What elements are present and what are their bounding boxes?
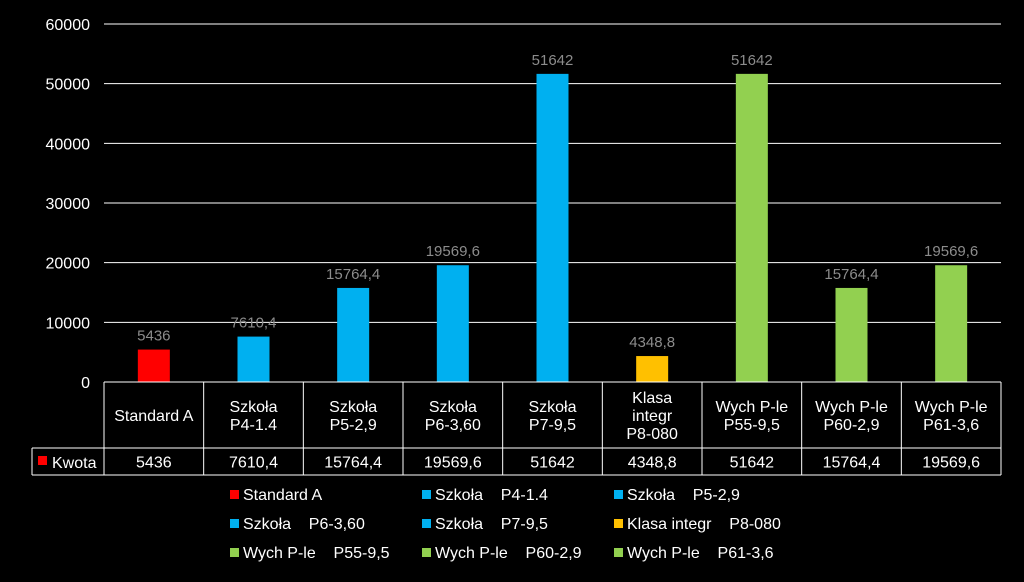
data-label: 51642 [731,52,773,69]
category-label: P4-1.4 [230,417,277,434]
table-value: 51642 [530,455,575,472]
category-label: Wych P-le [815,399,888,416]
data-label: 19569,6 [924,243,978,260]
category-label: P6-3,60 [425,417,481,434]
table-value: 15764,4 [823,455,881,472]
bar [636,356,669,382]
legend-label: Szkoła P4-1.4 [435,487,548,504]
legend-key [230,519,239,528]
bar [735,73,768,383]
legend-key [614,490,623,499]
bars [137,73,968,383]
y-tick-label: 10000 [46,315,91,332]
table-value: 51642 [730,455,775,472]
category-label: Klasa [632,390,672,407]
legend-label: Wych P-le P61-3,6 [627,545,774,562]
category-label: Wych P-le [915,399,988,416]
category-label: Szkoła [528,399,576,416]
bar [835,287,868,382]
bar [237,336,270,382]
data-label: 5436 [137,328,170,345]
category-label: Szkoła [429,399,477,416]
data-label: 15764,4 [824,266,878,283]
legend: Standard A Szkoła P4-1.4 Szkoła P5-2,9 Szko… [230,487,781,562]
category-label: P60-2,9 [823,417,879,434]
category-label: P5-2,9 [330,417,377,434]
data-label: 15764,4 [326,266,380,283]
y-tick-label: 40000 [46,136,91,153]
bar [935,265,968,382]
category-label: Szkoła [329,399,377,416]
table-series-key [38,456,47,465]
table-value: 7610,4 [229,455,278,472]
legend-label: Standard A [243,487,323,504]
category-label: Wych P-le [715,399,788,416]
legend-label: Szkoła P6-3,60 [243,516,365,533]
bar [137,349,170,382]
table-value: 5436 [136,455,172,472]
category-label: Szkoła [229,399,277,416]
table-series-label: Kwota [52,455,97,472]
data-label: 51642 [532,52,574,69]
category-label: Standard A [114,408,194,425]
legend-key [422,548,431,557]
table-value: 15764,4 [324,455,382,472]
bar [337,287,370,382]
y-tick-label: 60000 [46,17,91,34]
category-label: P8-080 [626,426,678,443]
y-tick-label: 50000 [46,77,91,94]
legend-label: Szkoła P7-9,5 [435,516,548,533]
bar [436,265,469,382]
y-tick-label: 30000 [46,196,91,213]
legend-label: Wych P-le P55-9,5 [243,545,390,562]
legend-key [230,490,239,499]
bar [536,73,569,383]
legend-key [422,490,431,499]
y-axis-tick-labels: 0 10000 20000 30000 40000 50000 60000 [46,17,91,392]
table-value: 19569,6 [922,455,980,472]
legend-key [422,519,431,528]
y-tick-label: 20000 [46,256,91,273]
data-table: Standard A5436SzkołaP4-1.47610,4SzkołaP5… [31,381,1002,476]
y-tick-label: 0 [81,375,90,392]
legend-key [614,519,623,528]
value-labels: 5436 7610,4 15764,4 19569,6 51642 4348,8 51642… [137,52,978,351]
legend-label: Szkoła P5-2,9 [627,487,740,504]
data-label: 4348,8 [629,334,675,351]
legend-label: Klasa integr P8-080 [627,516,781,533]
table-value: 19569,6 [424,455,482,472]
legend-key [614,548,623,557]
category-label: P61-3,6 [923,417,979,434]
legend-label: Wych P-le P60-2,9 [435,545,582,562]
category-label: P55-9,5 [724,417,780,434]
legend-key [230,548,239,557]
category-label: P7-9,5 [529,417,576,434]
category-label: integr [632,408,673,425]
data-label: 7610,4 [231,315,277,332]
table-value: 4348,8 [628,455,677,472]
data-label: 19569,6 [426,243,480,260]
